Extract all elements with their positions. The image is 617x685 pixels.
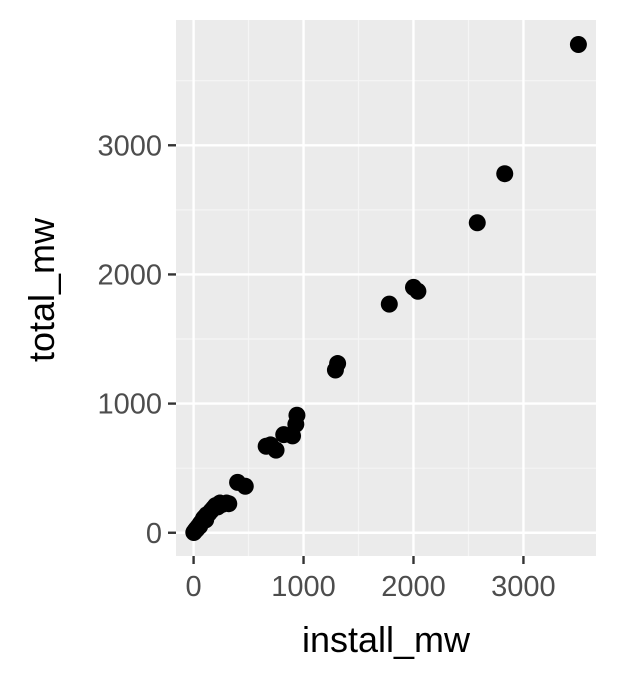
x-axis-title: install_mw: [302, 619, 471, 660]
data-point: [220, 495, 238, 513]
data-point: [468, 214, 486, 232]
x-tick-label: 1000: [271, 571, 336, 603]
data-point: [288, 406, 306, 424]
y-tick-label: 3000: [97, 130, 162, 162]
data-point: [496, 165, 514, 183]
data-point: [380, 295, 398, 313]
y-tick-label: 0: [146, 518, 162, 550]
data-point: [409, 282, 427, 300]
y-axis-title: total_mw: [21, 217, 62, 362]
data-point: [329, 355, 347, 373]
x-axis: 0 1000 2000 3000: [186, 556, 556, 603]
data-point: [267, 441, 285, 459]
plot-panel: [176, 20, 596, 556]
x-tick-label: 0: [186, 571, 202, 603]
data-point: [569, 36, 587, 54]
y-axis: 0 1000 2000 3000: [97, 130, 176, 550]
data-points: [185, 36, 587, 541]
data-point: [236, 477, 254, 495]
x-tick-label: 2000: [381, 571, 446, 603]
x-tick-label: 3000: [491, 571, 556, 603]
y-tick-label: 2000: [97, 259, 162, 291]
y-tick-label: 1000: [97, 389, 162, 421]
